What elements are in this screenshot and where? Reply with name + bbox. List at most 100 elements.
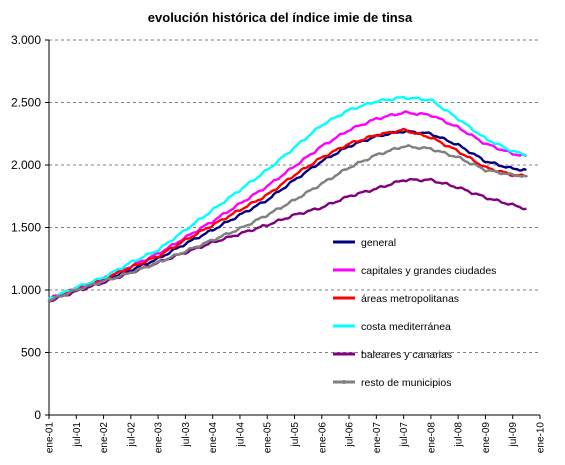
series-point (179, 252, 183, 255)
x-axis-ticks: ene-01 jul-01 ene-02 jul-02 ene-03 jul-03 ene-… (45, 415, 547, 453)
series-point (461, 158, 465, 161)
series-point (466, 160, 469, 164)
y-tick-label: 3.000 (11, 33, 41, 47)
series-point (125, 272, 128, 276)
series-point (293, 198, 296, 202)
legend-label: áreas metropolitanas (361, 293, 459, 305)
series-point (56, 294, 60, 298)
x-tick-label: jul-07 (399, 422, 410, 448)
series-point (270, 211, 274, 214)
series-point (188, 246, 192, 250)
x-tick-label: jul-04 (235, 422, 246, 448)
series-lines (47, 95, 528, 303)
series-point (365, 159, 369, 162)
series-point (452, 155, 455, 158)
series-point (88, 283, 92, 287)
series-point (215, 237, 219, 240)
series-point (397, 147, 401, 150)
series-point (493, 169, 496, 173)
y-tick-label: 500 (21, 346, 41, 360)
series-point (138, 267, 142, 270)
series-point (334, 174, 337, 178)
series-point (338, 171, 342, 174)
series-point (525, 174, 528, 178)
series-point (129, 271, 133, 275)
legend-label: resto de municipios (361, 377, 451, 389)
series-point (406, 144, 410, 147)
series-point (211, 238, 214, 242)
series-point (470, 163, 474, 166)
series-point (120, 273, 123, 276)
series-point (288, 200, 292, 203)
series-point (184, 250, 187, 254)
series-point (156, 260, 160, 263)
series-point (243, 225, 246, 228)
series-point (416, 146, 419, 150)
series-point (375, 153, 378, 156)
series-point (229, 231, 233, 235)
legend-label: capitales y grandes ciudades (361, 265, 496, 277)
series-point (84, 285, 87, 289)
series-point (484, 170, 487, 173)
y-tick-label: 2.500 (11, 96, 41, 110)
x-tick-label: ene-04 (208, 422, 219, 454)
x-tick-label: jul-06 (345, 422, 356, 448)
series-point (65, 293, 69, 296)
series-point (206, 240, 210, 243)
series-point (479, 166, 483, 169)
series-point (352, 165, 355, 168)
series-point (497, 171, 501, 175)
y-tick-label: 1.000 (11, 283, 41, 297)
series-point (52, 297, 55, 301)
x-tick-label: ene-07 (372, 422, 383, 454)
series-point (511, 173, 514, 176)
series-point (102, 280, 105, 283)
series-point (320, 181, 324, 185)
x-tick-label: ene-02 (99, 422, 110, 454)
series-line-resto-de-municipios (48, 144, 527, 303)
series-point (325, 178, 328, 182)
series-point (175, 253, 178, 256)
series-point (379, 152, 383, 155)
series-point (115, 276, 119, 279)
y-tick-label: 1.500 (11, 221, 41, 235)
series-point (261, 215, 265, 219)
x-tick-label: jul-09 (508, 422, 519, 448)
series-point (165, 257, 169, 261)
series-point (506, 172, 510, 176)
series-point (256, 217, 260, 221)
series-point (447, 154, 451, 157)
series-point (488, 168, 492, 172)
legend-label: general (361, 237, 396, 249)
series-line-baleares-y-canarias (48, 177, 527, 303)
x-tick-label: ene-09 (481, 422, 492, 454)
series-point (443, 150, 446, 154)
x-tick-label: ene-01 (45, 422, 56, 454)
series-point (429, 147, 433, 150)
series-point (93, 282, 96, 286)
series-point (79, 288, 83, 291)
series-point (420, 146, 424, 150)
series-point (402, 145, 405, 149)
legend-marker (342, 380, 346, 384)
series-point (297, 196, 301, 199)
y-tick-label: 0 (34, 408, 41, 422)
series-point (134, 270, 137, 273)
series-point (111, 277, 114, 281)
series-point (143, 265, 146, 269)
y-tick-label: 2.000 (11, 158, 41, 172)
legend-label: costa mediterránea (361, 321, 451, 333)
series-point (106, 277, 110, 280)
series-point (384, 151, 387, 154)
series-point (393, 146, 396, 150)
series-line-general (48, 129, 527, 302)
series-line-areas-metropolitanas (48, 127, 527, 301)
x-tick-label: ene-10 (536, 422, 547, 454)
series-point (347, 166, 351, 170)
series-point (234, 230, 237, 233)
series-point (438, 150, 442, 153)
legend-label: baleares y canarias (361, 349, 452, 361)
x-tick-label: jul-08 (454, 422, 465, 448)
gridlines (49, 39, 540, 353)
